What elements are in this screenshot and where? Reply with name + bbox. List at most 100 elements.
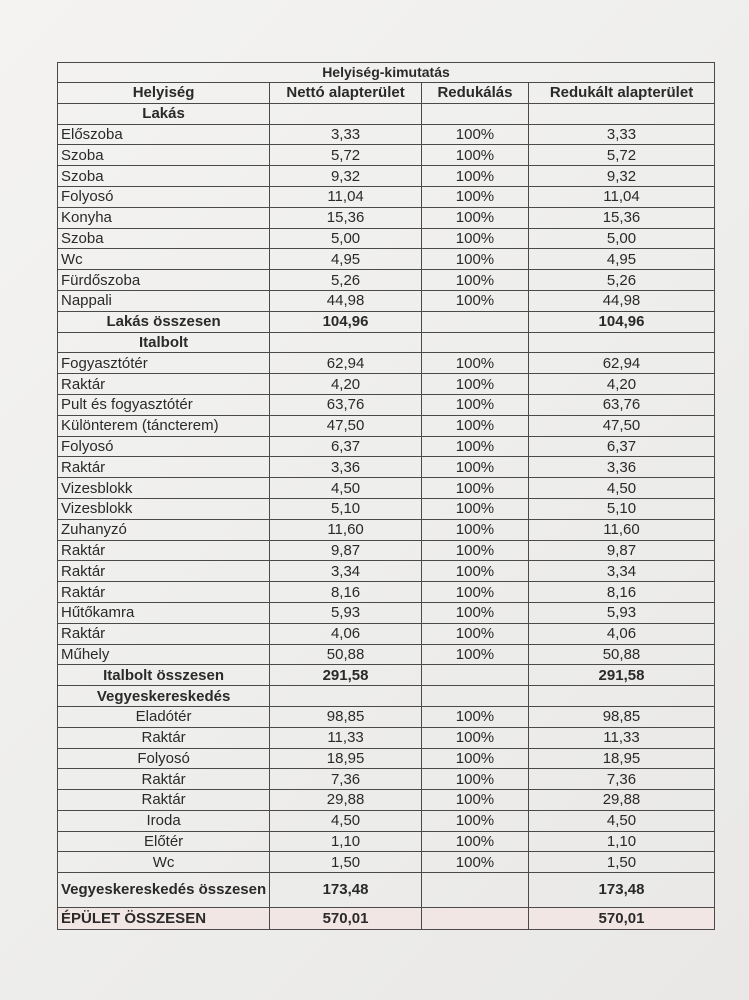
reduced-area: 5,00 <box>528 227 715 250</box>
table-row: Iroda 4,50 100% 4,50 <box>56 809 715 832</box>
room-name: Raktár <box>56 581 271 603</box>
reduction: 100% <box>420 497 530 520</box>
section-header-row: Lakás <box>56 102 715 125</box>
reduction: 100% <box>420 373 530 395</box>
net-area: 11,33 <box>269 726 422 749</box>
net-area: 98,85 <box>269 705 422 728</box>
reduced-area: 5,26 <box>528 269 715 291</box>
reduced-area: 11,60 <box>528 518 715 541</box>
room-name: Wc <box>56 248 271 271</box>
room-name: Raktár <box>56 456 271 479</box>
table-row: Műhely 50,88 100% 50,88 <box>56 643 715 666</box>
net-area: 6,37 <box>269 435 422 458</box>
net-area: 4,20 <box>269 373 422 395</box>
room-name: Raktár <box>56 622 271 645</box>
reduced-area: 44,98 <box>528 289 715 312</box>
reduced-area: 5,93 <box>528 601 715 624</box>
reduced-area: 1,50 <box>528 851 715 874</box>
net-area: 4,50 <box>269 477 422 499</box>
net-area: 291,58 <box>269 664 422 687</box>
reduced-area: 104,96 <box>528 310 715 333</box>
reduction <box>420 872 530 909</box>
reduced-area: 18,95 <box>528 747 715 770</box>
reduced-area: 6,37 <box>528 435 715 458</box>
table-row: Szoba 5,00 100% 5,00 <box>56 227 715 250</box>
reduction <box>420 102 530 125</box>
net-area: 7,36 <box>269 768 422 791</box>
table-title: Helyiség-kimutatás <box>57 62 715 83</box>
reduction <box>420 685 530 707</box>
net-area: 11,60 <box>269 518 422 541</box>
net-area: 18,95 <box>269 747 422 770</box>
table-row: Raktár 3,36 100% 3,36 <box>56 456 715 479</box>
reduced-area: 9,87 <box>528 539 715 562</box>
reduction: 100% <box>420 206 530 229</box>
net-area: 5,10 <box>269 497 422 520</box>
reduction: 100% <box>420 165 530 187</box>
reduction: 100% <box>420 539 530 562</box>
reduced-area: 291,58 <box>528 664 715 687</box>
reduced-area: 5,10 <box>528 497 715 520</box>
reduced-area: 8,16 <box>528 581 715 603</box>
room-name: Vizesblokk <box>56 497 271 520</box>
net-area <box>269 331 422 354</box>
table-row: Szoba 9,32 100% 9,32 <box>56 165 715 187</box>
reduced-area: 3,34 <box>528 560 715 583</box>
reduced-area <box>528 685 715 707</box>
table-row: Vizesblokk 5,10 100% 5,10 <box>56 497 715 520</box>
net-area: 15,36 <box>269 206 422 229</box>
header-room: Helyiség <box>56 82 271 104</box>
reduced-area: 3,36 <box>528 456 715 479</box>
room-schedule-table: Helyiség-kimutatás Helyiség Nettó alapte… <box>56 62 715 931</box>
net-area: 5,26 <box>269 269 422 291</box>
room-name: Előtér <box>56 830 271 853</box>
reduced-area: 98,85 <box>528 705 715 728</box>
room-name: Zuhanyzó <box>56 518 271 541</box>
reduced-area: 4,20 <box>528 373 715 395</box>
reduction: 100% <box>420 601 530 624</box>
reduced-area: 29,88 <box>528 789 715 811</box>
reduction: 100% <box>420 352 530 375</box>
room-name: Szoba <box>56 165 271 187</box>
room-name: Hűtőkamra <box>56 601 271 624</box>
reduction <box>420 310 530 333</box>
reduced-area: 11,33 <box>528 726 715 749</box>
reduction <box>420 664 530 687</box>
reduction <box>420 331 530 354</box>
room-name: Iroda <box>56 809 271 832</box>
room-name: Folyosó <box>56 185 271 208</box>
reduction: 100% <box>420 768 530 791</box>
header-reduced-area: Redukált alapterület <box>528 82 715 104</box>
net-area: 50,88 <box>269 643 422 666</box>
table-row: Vizesblokk 4,50 100% 4,50 <box>56 477 715 499</box>
reduction: 100% <box>420 393 530 416</box>
reduced-area: 4,06 <box>528 622 715 645</box>
table-row: Wc 1,50 100% 1,50 <box>56 851 715 874</box>
header-net-area: Nettó alapterület <box>269 82 422 104</box>
reduction: 100% <box>420 726 530 749</box>
reduction: 100% <box>420 560 530 583</box>
section-total-row: Italbolt összesen 291,58 291,58 <box>56 664 715 687</box>
net-area <box>269 102 422 125</box>
net-area: 1,10 <box>269 830 422 853</box>
table-row: Folyosó 18,95 100% 18,95 <box>56 747 715 770</box>
table-row: Különterem (táncterem) 47,50 100% 47,50 <box>56 414 715 437</box>
net-area: 5,00 <box>269 227 422 250</box>
table-row: Folyosó 11,04 100% 11,04 <box>56 185 715 208</box>
room-name: Eladótér <box>56 705 271 728</box>
table-row: Raktár 29,88 100% 29,88 <box>56 789 715 811</box>
table-row: Előszoba 3,33 100% 3,33 <box>56 123 715 146</box>
table-row: Raktár 9,87 100% 9,87 <box>56 539 715 562</box>
room-name: Szoba <box>56 227 271 250</box>
table-row: Konyha 15,36 100% 15,36 <box>56 206 715 229</box>
table-row: Eladótér 98,85 100% 98,85 <box>56 705 715 728</box>
table-row: Raktár 7,36 100% 7,36 <box>56 768 715 791</box>
reduced-area: 4,50 <box>528 477 715 499</box>
section-header-row: Vegyeskereskedés <box>56 685 715 707</box>
room-name: Folyosó <box>56 435 271 458</box>
net-area: 63,76 <box>269 393 422 416</box>
room-name: Műhely <box>56 643 271 666</box>
reduced-area: 62,94 <box>528 352 715 375</box>
reduction: 100% <box>420 123 530 146</box>
reduced-area: 47,50 <box>528 414 715 437</box>
